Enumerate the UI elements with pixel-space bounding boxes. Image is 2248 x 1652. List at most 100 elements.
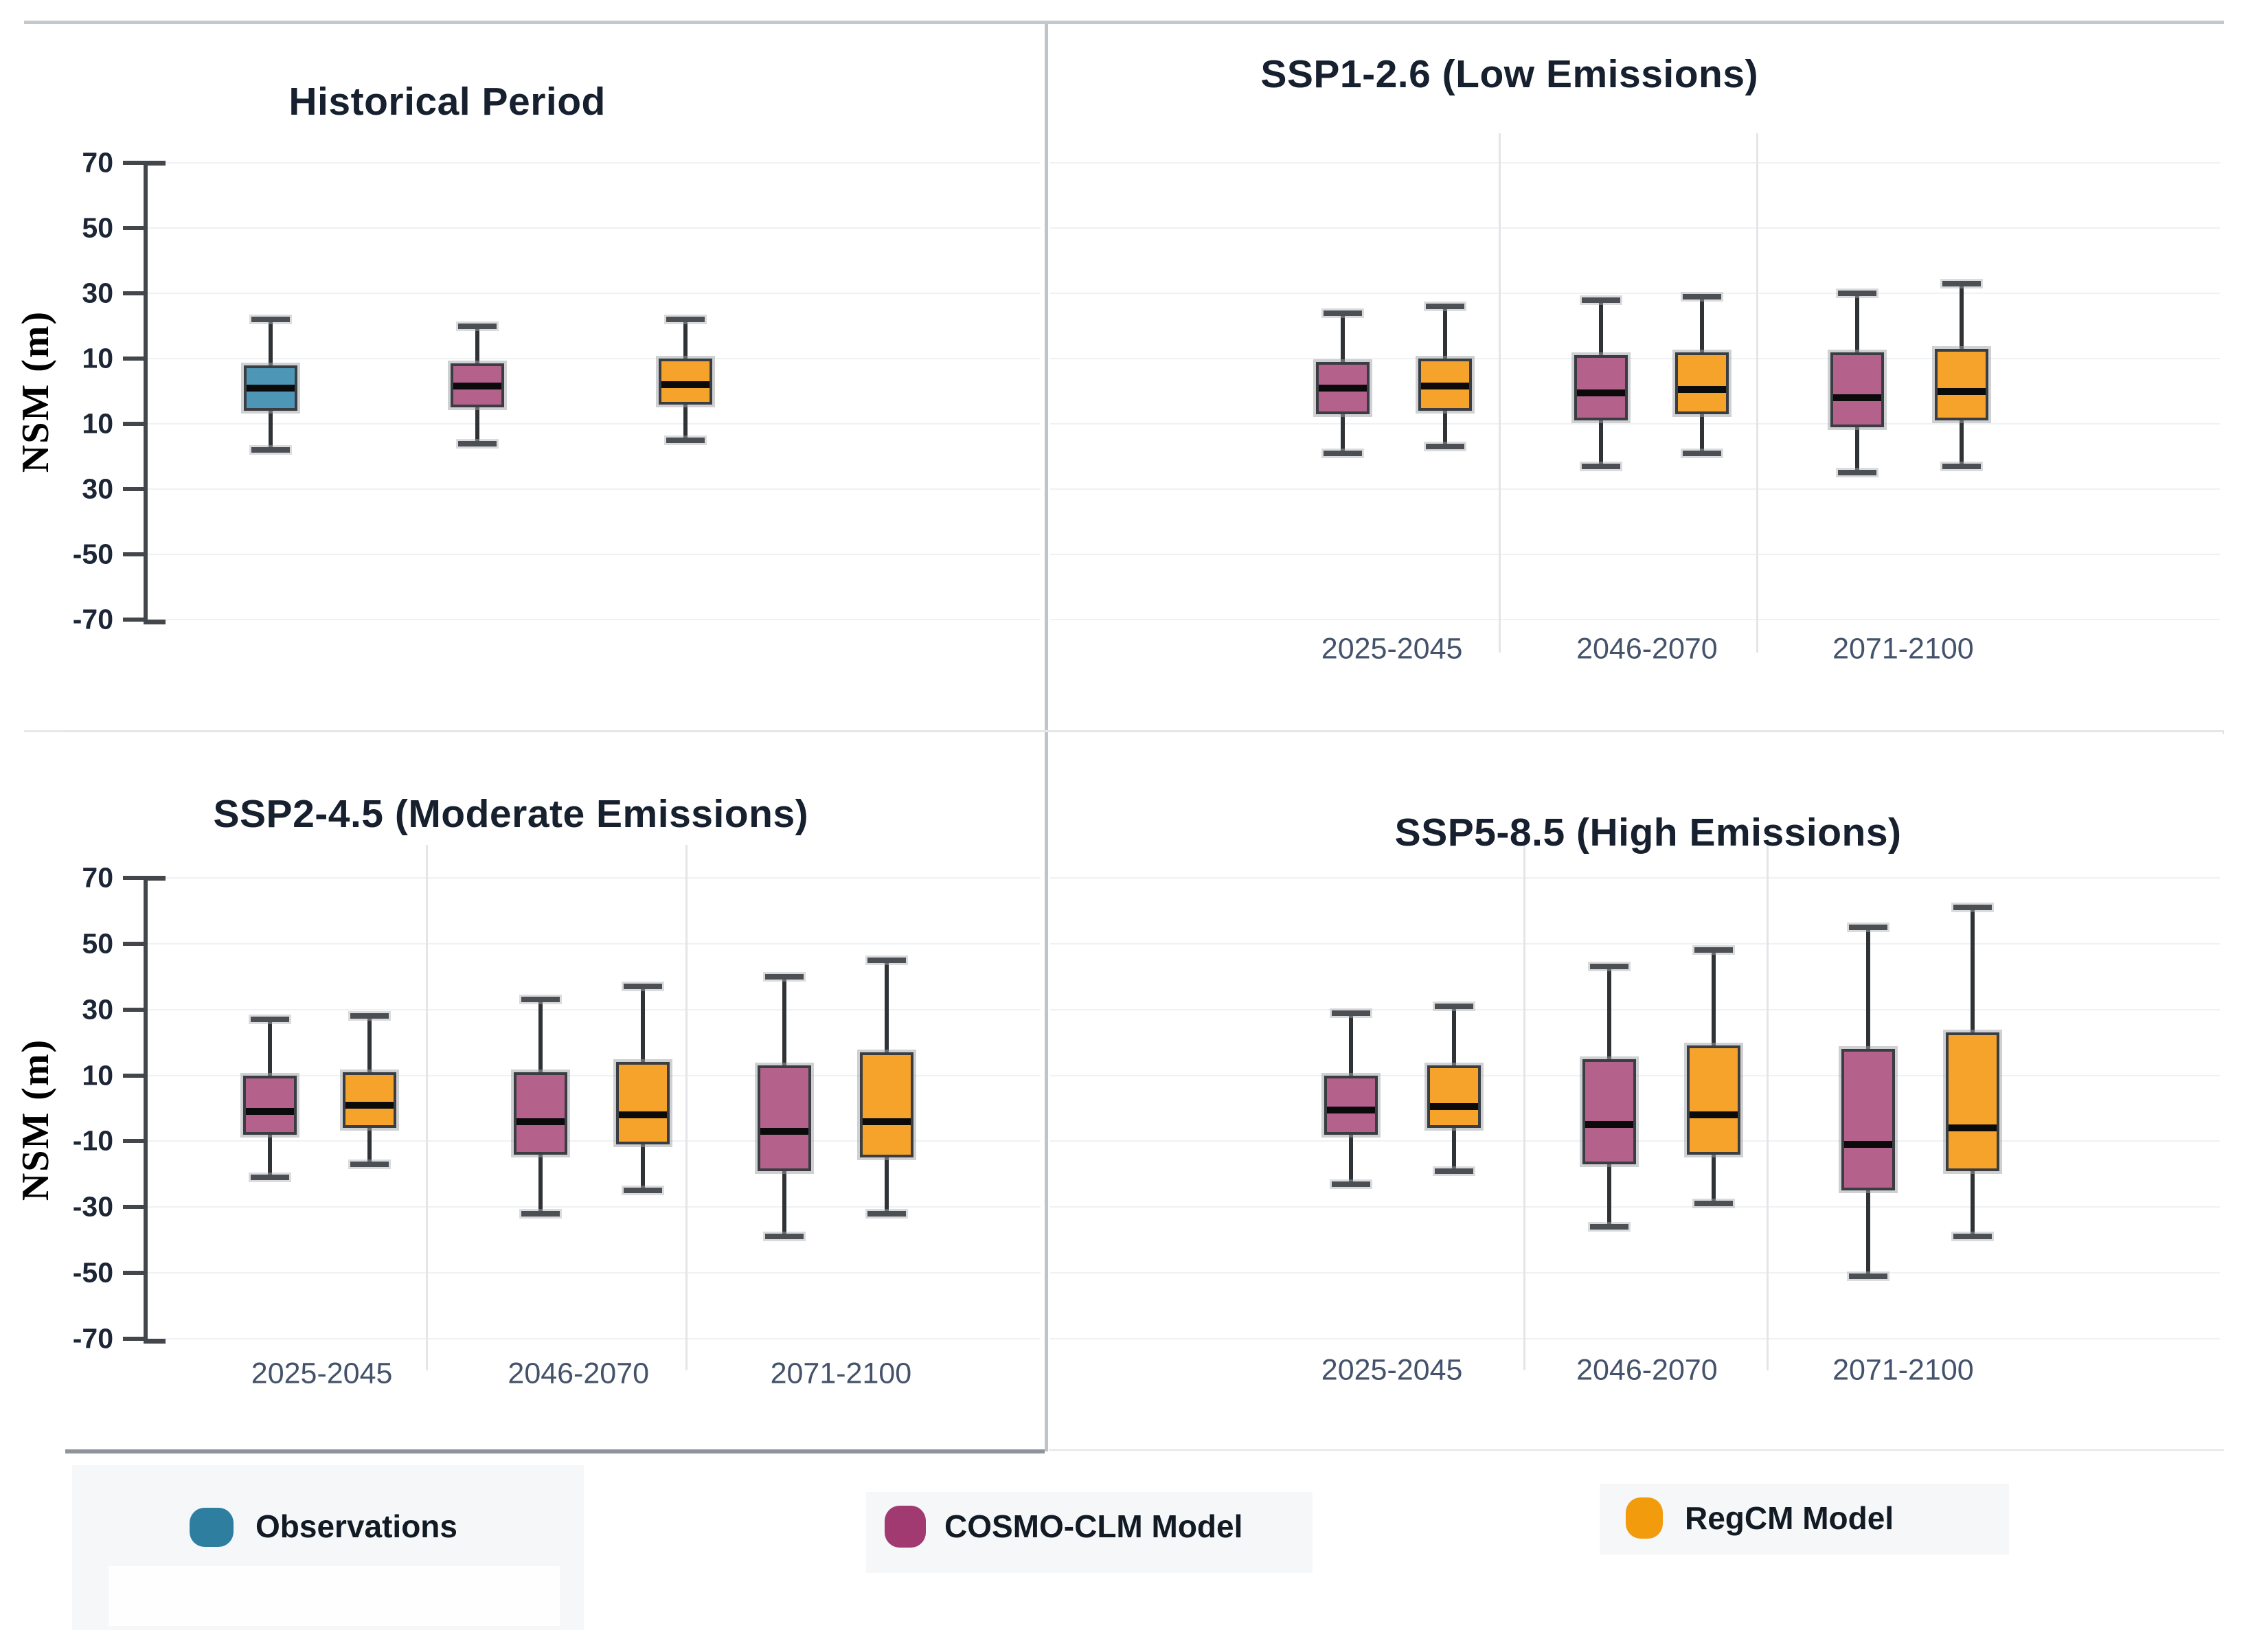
- whisker-cap-high: [624, 984, 663, 990]
- whisker-cap-low: [666, 437, 705, 443]
- panel-ssp5: SSP5-8.5 (High Emissions) 2025-2045 2046-2…: [1049, 734, 2224, 1451]
- whisker-cap-high: [1331, 1010, 1370, 1016]
- gridline: [148, 1140, 1041, 1142]
- y-tick-label: 50: [82, 927, 113, 960]
- boxplot-median: [1938, 387, 1986, 395]
- boxplot-box-regcm: [860, 1052, 914, 1158]
- whisker-cap-high: [521, 997, 560, 1003]
- gridline: [148, 358, 1041, 359]
- gridline: [148, 942, 1041, 944]
- boxplot-box-regcm: [1675, 352, 1729, 414]
- gridline: [148, 1206, 1041, 1208]
- boxplot-box-cosmo: [1574, 355, 1628, 421]
- boxplot-median: [1430, 1103, 1479, 1111]
- y-tick: [123, 161, 144, 165]
- gridline: [1050, 1206, 2220, 1208]
- legend-label-regcm: RegCM Model: [1685, 1500, 1894, 1536]
- y-tick: [123, 226, 144, 230]
- gridline: [1050, 1272, 2220, 1274]
- y-tick-label: -50: [72, 538, 113, 570]
- x-category-label: 2025-2045: [1321, 1353, 1463, 1387]
- boxplot-box-regcm: [1945, 1032, 1999, 1171]
- gridline: [1050, 293, 2220, 294]
- y-tick-label: -10: [72, 1124, 113, 1157]
- whisker-cap-high: [1848, 924, 1887, 930]
- whisker-cap-low: [1838, 470, 1877, 476]
- gridline: [148, 554, 1041, 555]
- gridline: [148, 1272, 1041, 1274]
- legend-swatch-observations: [190, 1508, 234, 1547]
- column-separator-rule: [1045, 24, 1048, 1451]
- y-tick-label: 30: [82, 277, 113, 309]
- whisker-cap-low: [1942, 463, 1982, 469]
- y-tick-label: 70: [82, 861, 113, 894]
- y-tick: [123, 487, 144, 491]
- x-category-label: 2046-2070: [508, 1357, 650, 1390]
- boxplot-median: [1585, 1121, 1634, 1129]
- whisker-cap-low: [1331, 1181, 1370, 1187]
- whisker-cap-low: [624, 1188, 663, 1194]
- gridline: [148, 619, 1041, 620]
- boxplot-box-cosmo: [513, 1072, 567, 1155]
- gridline: [148, 423, 1041, 425]
- panel-historical: 70 50 30 10 10 30 -50 -70 Historical Period: [65, 24, 1045, 732]
- y-tick: [123, 357, 144, 361]
- gridline: [1050, 942, 2220, 944]
- y-tick-label: -70: [72, 603, 113, 635]
- boxplot-box-cosmo: [1582, 1059, 1637, 1164]
- gridline: [1050, 1008, 2220, 1010]
- boxplot-box-regcm: [1687, 1045, 1741, 1155]
- x-category-label: 2025-2045: [251, 1357, 393, 1390]
- y-tick-label: 50: [82, 212, 113, 244]
- whisker-cap-high: [251, 1017, 290, 1023]
- gridline: [148, 293, 1041, 294]
- whisker-cap-low: [1425, 444, 1464, 450]
- legend-card-cosmo: COSMO-CLM Model: [866, 1492, 1313, 1573]
- whisker-cap-high: [1435, 1003, 1474, 1009]
- boxplot-box-cosmo: [1830, 352, 1885, 427]
- y-tick: [123, 1139, 144, 1144]
- boxplot-box-cosmo: [1841, 1049, 1895, 1191]
- whisker-cap-low: [1694, 1201, 1734, 1207]
- legend-swatch-regcm: [1626, 1497, 1663, 1539]
- boxplot-median: [661, 381, 709, 388]
- whisker-cap-high: [1942, 280, 1982, 286]
- boxplot-median: [1948, 1124, 1997, 1132]
- boxplot-median: [1318, 384, 1367, 392]
- gridline: [1050, 227, 2220, 229]
- y-axis-line: [144, 876, 148, 1344]
- group-separator: [1756, 133, 1758, 653]
- boxplot-median: [247, 384, 295, 392]
- x-category-label: 2071-2100: [1832, 632, 1974, 666]
- y-tick: [123, 552, 144, 556]
- whisker-cap-high: [458, 323, 497, 329]
- boxplot-box-regcm: [343, 1072, 397, 1129]
- gridline: [1050, 877, 2220, 879]
- y-axis-title-top: NSM (m): [14, 310, 57, 473]
- group-separator: [1767, 845, 1769, 1371]
- group-separator: [685, 845, 688, 1371]
- boxplot-box-regcm: [616, 1062, 670, 1145]
- boxplot-box-regcm: [1935, 348, 1989, 421]
- whisker-cap-low: [1435, 1168, 1474, 1174]
- x-category-label: 2071-2100: [1832, 1353, 1974, 1387]
- boxplot-median: [1420, 383, 1469, 390]
- gridline: [1050, 162, 2220, 163]
- y-tick: [123, 291, 144, 295]
- boxplot-box-cosmo: [757, 1065, 811, 1171]
- gridline: [148, 227, 1041, 229]
- legend-card-observations: Observations: [72, 1465, 584, 1630]
- top-rule: [24, 21, 2224, 24]
- group-separator: [426, 845, 428, 1371]
- whisker-cap-high: [1683, 293, 1722, 299]
- gridline: [1050, 358, 2220, 359]
- gridline: [148, 162, 1041, 163]
- y-tick: [123, 1205, 144, 1210]
- whisker-cap-high: [867, 957, 907, 963]
- panel-ssp2: 70 50 30 10 -10 -30 -50 -70 SSP2-4.5 (Moderate E…: [65, 734, 1045, 1453]
- boxplot-median: [516, 1118, 565, 1125]
- boxplot-median: [1326, 1106, 1375, 1113]
- whisker-cap-high: [1694, 947, 1734, 953]
- gridline: [148, 1074, 1041, 1076]
